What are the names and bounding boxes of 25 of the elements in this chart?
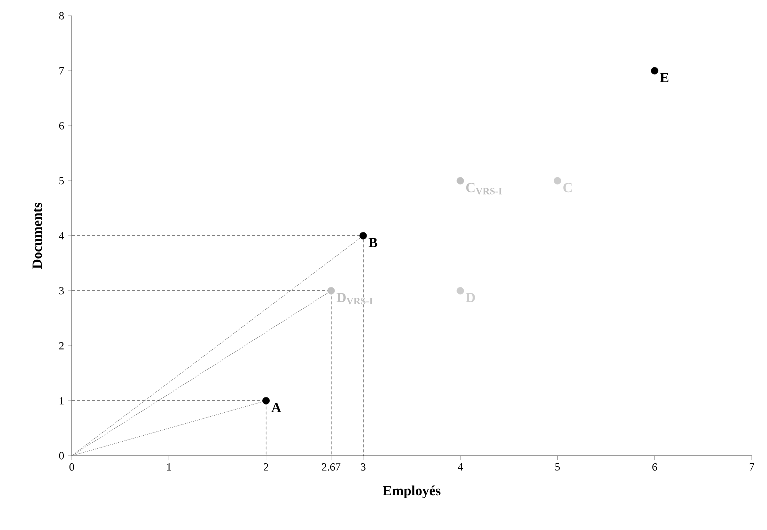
x-tick-label: 5: [556, 464, 560, 471]
y-tick-label: 0: [59, 452, 64, 460]
y-tick-label: 7: [60, 67, 64, 75]
x-tick-label: 6: [652, 464, 658, 471]
x-tick-label: 4: [458, 464, 464, 471]
y-tick-label: 6: [59, 122, 64, 130]
x-tick-label: 2: [264, 464, 268, 471]
y-tick-label: 8: [59, 12, 64, 20]
y-tick-label: 4: [59, 232, 64, 240]
x-tick-label: 2.67: [322, 464, 341, 471]
y-axis-title: Documents: [32, 203, 42, 270]
y-tick-label: 2: [59, 342, 64, 350]
series-label: C$_{VRS-I}$: [466, 183, 502, 195]
x-axis-title: Employés: [383, 486, 441, 498]
y-tick-label: 3: [60, 287, 64, 295]
x-tick-label: 7: [750, 464, 754, 471]
x-tick-label: 3: [361, 464, 366, 471]
series-label: E: [660, 73, 669, 82]
y-tick-label: 1: [60, 397, 64, 405]
y-tick-label: 5: [60, 177, 64, 185]
series-label: A: [272, 403, 282, 412]
x-tick-label: 1: [167, 464, 172, 471]
series-label: D$_{VRS-I}$: [336, 293, 373, 305]
x-tick-label: 0: [70, 464, 74, 471]
series-label: B: [368, 238, 378, 248]
